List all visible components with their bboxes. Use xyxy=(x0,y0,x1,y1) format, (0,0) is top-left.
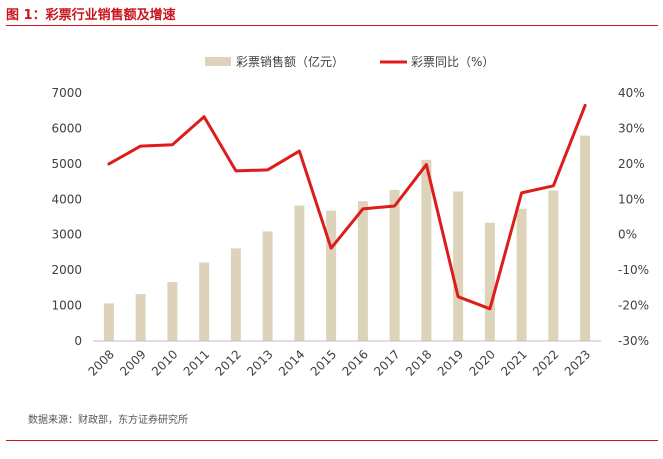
y-left-tick-label: 1000 xyxy=(51,299,82,313)
bar xyxy=(199,262,210,341)
y-right-tick-label: 20% xyxy=(618,157,645,171)
x-tick-label: 2012 xyxy=(212,347,243,378)
legend-line-label: 彩票同比（%） xyxy=(411,55,494,69)
y-right-tick-label: 40% xyxy=(618,86,645,100)
x-tick-label: 2016 xyxy=(339,347,370,378)
growth-line xyxy=(107,103,587,311)
bar-series xyxy=(103,135,591,341)
y-left-tick-label: 5000 xyxy=(51,157,82,171)
y-right-tick-label: -20% xyxy=(618,299,649,313)
x-tick-label: 2017 xyxy=(371,347,402,378)
y-left-tick-label: 4000 xyxy=(51,192,82,206)
bar xyxy=(167,282,178,341)
legend-bar-swatch xyxy=(205,57,231,66)
y-left-tick-label: 7000 xyxy=(51,86,82,100)
x-axis: 2008 2009 2010 2011 2012 2013 2014 2015 2016 2017… xyxy=(85,347,593,378)
x-tick-label: 2009 xyxy=(117,347,148,378)
bar xyxy=(548,190,559,341)
y-right-tick-label: -10% xyxy=(618,263,649,277)
y-left-axis: 0 1000 2000 3000 4000 5000 6000 7000 xyxy=(51,86,82,348)
x-tick-label: 2020 xyxy=(466,347,497,378)
x-tick-label: 2015 xyxy=(308,347,339,378)
x-tick-label: 2008 xyxy=(85,347,116,378)
bar xyxy=(516,208,527,341)
bar xyxy=(326,210,337,341)
y-left-tick-label: 3000 xyxy=(51,228,82,242)
x-tick-label: 2022 xyxy=(530,347,561,378)
x-tick-label: 2010 xyxy=(149,347,180,378)
x-tick-label: 2013 xyxy=(244,347,275,378)
x-tick-label: 2023 xyxy=(562,347,593,378)
y-right-tick-label: -30% xyxy=(618,334,649,348)
y-right-tick-label: 0% xyxy=(618,228,637,242)
x-tick-label: 2011 xyxy=(181,347,212,378)
x-tick-label: 2018 xyxy=(403,347,434,378)
figure-title: 图 1：彩票行业销售额及增速 xyxy=(6,8,176,23)
y-left-tick-label: 0 xyxy=(74,334,82,348)
bar xyxy=(103,303,114,341)
bar xyxy=(357,201,368,341)
bar xyxy=(580,135,591,341)
y-right-axis: -30% -20% -10% 0% 10% 20% 30% 40% xyxy=(618,86,649,348)
bar xyxy=(294,205,305,341)
bar xyxy=(230,248,241,341)
legend: 彩票销售额（亿元） 彩票同比（%） xyxy=(205,54,494,69)
top-divider xyxy=(6,25,658,26)
y-left-tick-label: 6000 xyxy=(51,121,82,135)
bar xyxy=(453,191,464,341)
bar xyxy=(421,159,432,341)
bar xyxy=(389,189,400,341)
bar xyxy=(135,294,146,341)
bar xyxy=(484,222,495,341)
y-right-tick-label: 30% xyxy=(618,121,645,135)
x-tick-label: 2014 xyxy=(276,347,307,378)
line-series xyxy=(107,103,587,311)
y-right-tick-label: 10% xyxy=(618,192,645,206)
source-note: 数据来源：财政部，东方证券研究所 xyxy=(28,415,188,426)
bottom-divider xyxy=(6,440,658,441)
legend-bar-label: 彩票销售额（亿元） xyxy=(236,54,344,69)
x-tick-label: 2021 xyxy=(498,347,529,378)
bar xyxy=(262,231,273,341)
x-tick-label: 2019 xyxy=(435,347,466,378)
y-left-tick-label: 2000 xyxy=(51,263,82,277)
